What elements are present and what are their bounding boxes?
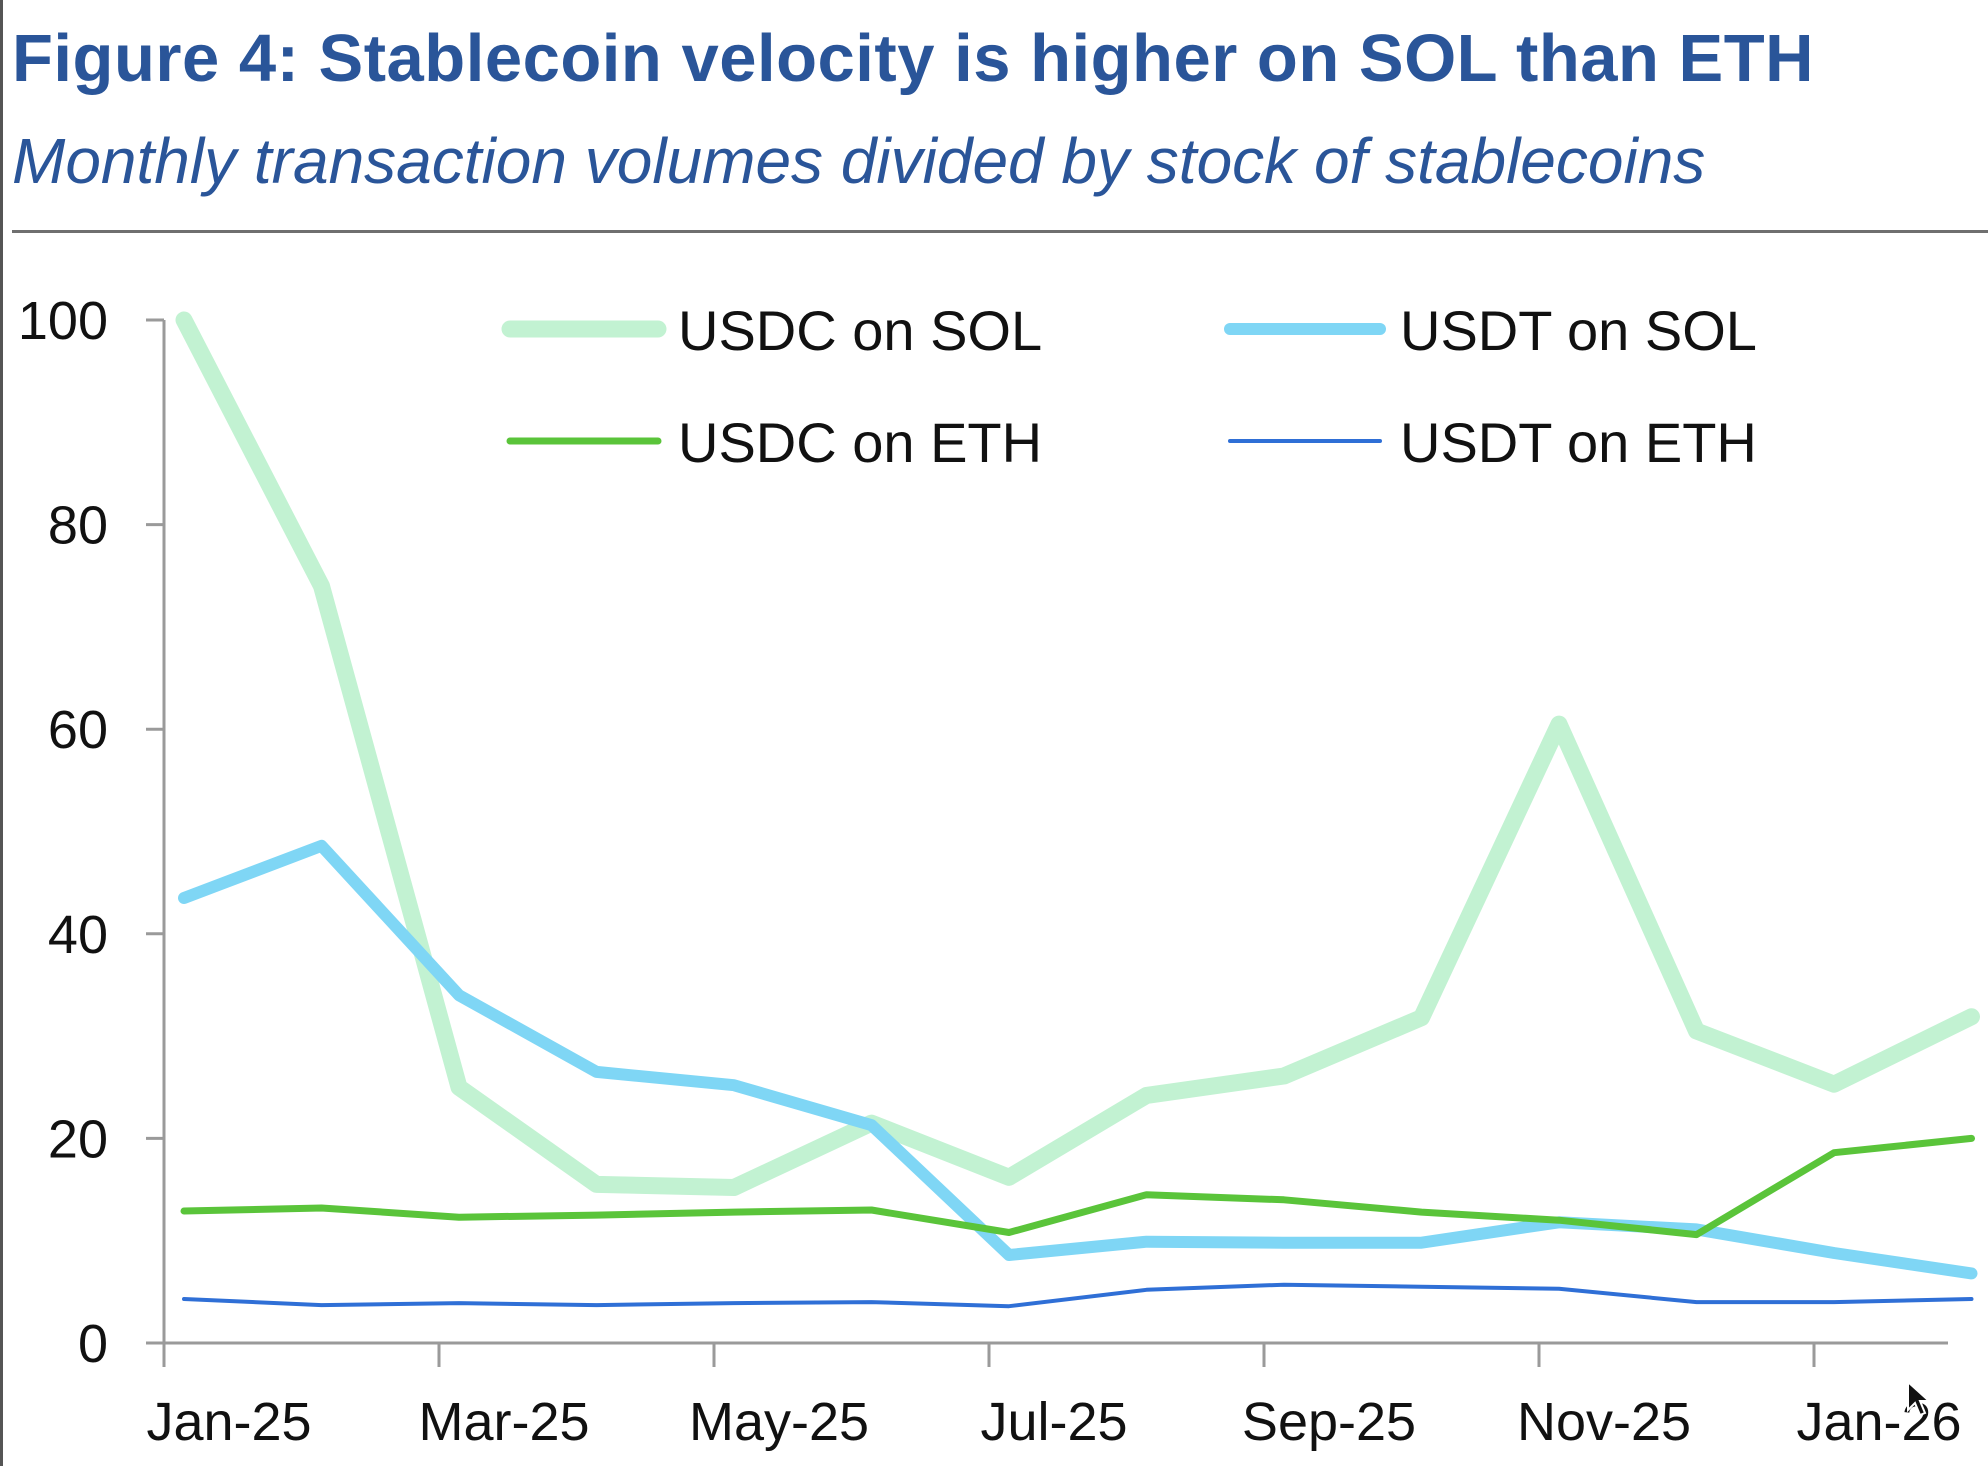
x-tick-label: May-25 — [689, 1392, 869, 1452]
legend-label: USDC on ETH — [678, 411, 1042, 474]
figure-subtitle: Monthly transaction volumes divided by s… — [12, 125, 1706, 197]
axes: 0 20 40 60 80 100 Jan-25 Mar-25 May-25 Jul-25 Sep-… — [18, 291, 1962, 1452]
x-tick-label: Nov-25 — [1517, 1392, 1691, 1452]
series-line-usdt-on-eth — [182, 1282, 1974, 1309]
legend-label: USDC on SOL — [678, 299, 1042, 362]
legend: USDC on SOL USDT on SOL USDC on ETH USDT on… — [501, 299, 1757, 474]
y-tick-label: 60 — [48, 700, 108, 760]
mouse-pointer-icon — [1907, 1380, 1932, 1417]
header-divider — [12, 230, 1988, 233]
figure-title: Figure 4: Stablecoin velocity is higher … — [12, 21, 1815, 96]
legend-label: USDT on ETH — [1400, 411, 1757, 474]
x-tick-label: Jan-26 — [1796, 1392, 1961, 1452]
x-tick-label: Sep-25 — [1242, 1392, 1416, 1452]
y-tick-label: 80 — [48, 496, 108, 556]
y-tick-label: 40 — [48, 905, 108, 965]
legend-label: USDT on SOL — [1400, 299, 1757, 362]
series-lines — [175, 311, 1980, 1309]
series-line-usdt-on-sol — [178, 839, 1978, 1280]
x-tick-label: Jul-25 — [980, 1392, 1127, 1452]
y-tick-label: 20 — [48, 1109, 108, 1169]
series-line-usdc-on-eth — [180, 1134, 1975, 1239]
series-line-usdc-on-sol — [175, 311, 1980, 1196]
x-tick-label: Mar-25 — [418, 1392, 589, 1452]
x-tick-label: Jan-25 — [146, 1392, 311, 1452]
y-tick-label: 0 — [78, 1314, 108, 1374]
left-edge-border — [0, 0, 3, 1466]
y-tick-label: 100 — [18, 291, 108, 351]
